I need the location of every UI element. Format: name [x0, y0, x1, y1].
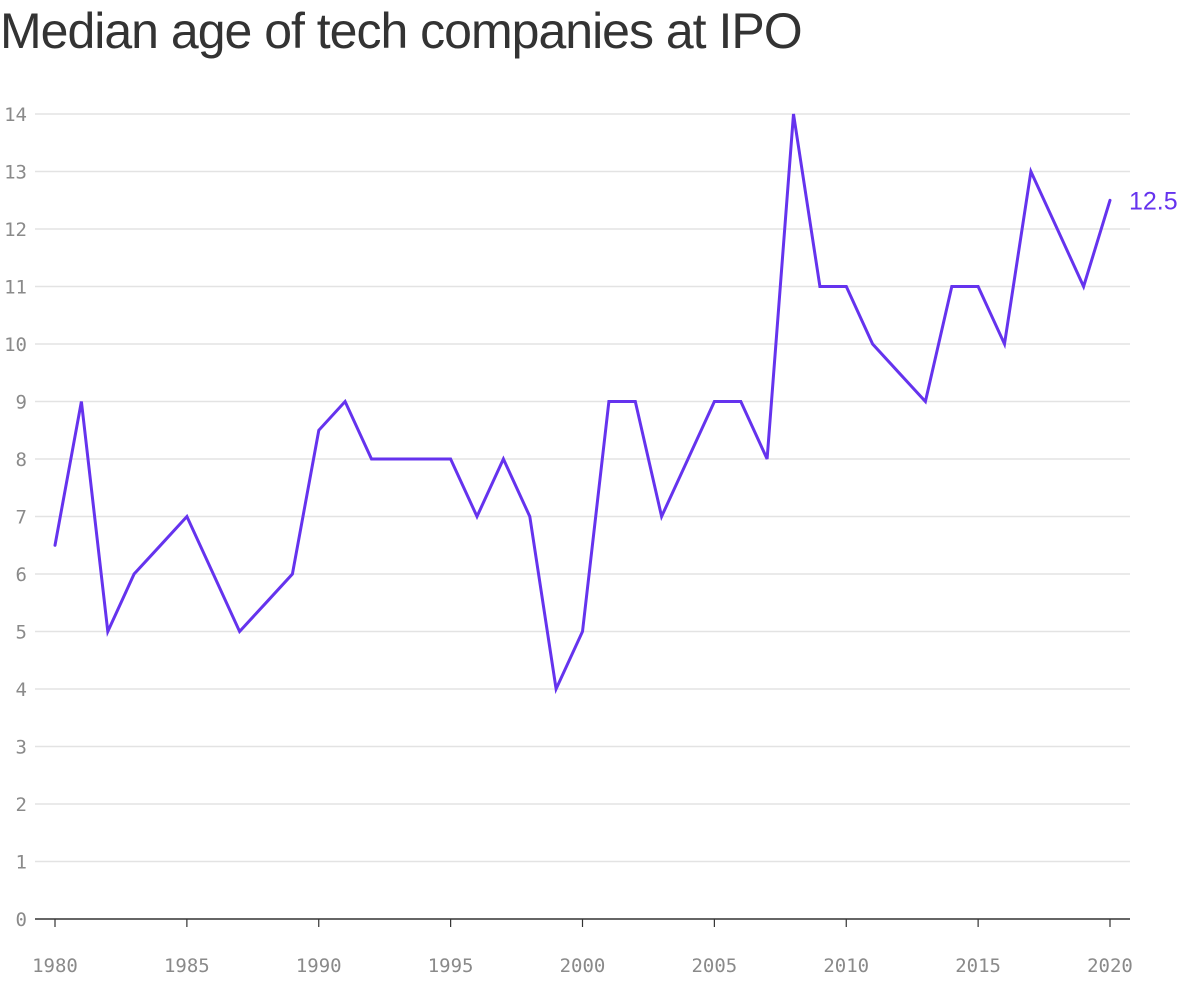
y-tick-label: 6 — [16, 564, 27, 586]
x-axis-ticks: 1980 1985 1990 1995 2000 2005 2010 2015 2020 — [32, 919, 1133, 977]
y-tick-label: 14 — [4, 104, 27, 126]
x-tick-label: 1985 — [164, 955, 210, 977]
y-tick-label: 13 — [4, 162, 27, 184]
y-tick-label: 10 — [4, 334, 27, 356]
series-line — [53, 113, 1112, 695]
y-tick-label: 8 — [16, 449, 27, 471]
x-tick-label: 1995 — [428, 955, 474, 977]
y-tick-label: 7 — [16, 507, 27, 529]
y-tick-label: 3 — [16, 737, 27, 759]
y-tick-label: 4 — [16, 679, 27, 701]
gridlines — [35, 113, 1130, 863]
x-tick-label: 2020 — [1087, 955, 1133, 977]
y-tick-label: 12 — [4, 219, 27, 241]
y-tick-label: 5 — [16, 622, 27, 644]
x-tick-label: 1980 — [32, 955, 78, 977]
x-tick-label: 2015 — [955, 955, 1001, 977]
y-tick-label: 2 — [16, 794, 27, 816]
x-tick-label: 1990 — [296, 955, 342, 977]
y-tick-label: 9 — [16, 392, 27, 414]
y-tick-label: 11 — [4, 277, 27, 299]
y-tick-label: 1 — [16, 852, 27, 874]
y-tick-label: 0 — [16, 909, 27, 931]
x-tick-label: 2000 — [560, 955, 606, 977]
x-tick-label: 2005 — [691, 955, 737, 977]
chart-title: Median age of tech companies at IPO — [0, 3, 803, 59]
end-value-label: 12.5 — [1129, 187, 1178, 215]
x-tick-label: 2010 — [823, 955, 869, 977]
